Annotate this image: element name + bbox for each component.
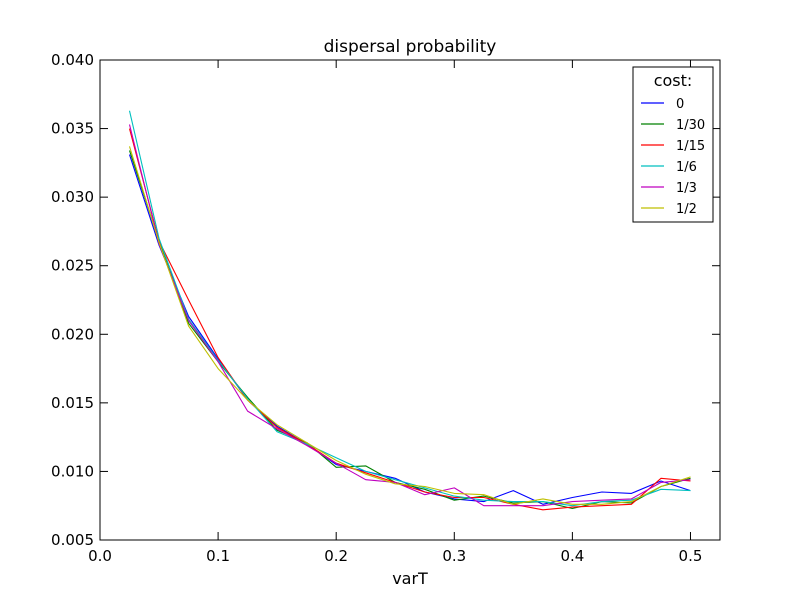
y-axis: 0.005 0.010 0.015 0.020 0.025 0.030 0.035 0.040: [51, 51, 720, 549]
y-tick-label: 0.005: [51, 531, 94, 549]
y-tick-label: 0.035: [51, 120, 94, 138]
y-tick-label: 0.030: [51, 188, 94, 206]
x-tick-label: 0.0: [88, 547, 112, 565]
legend-label: 0: [676, 97, 684, 112]
x-tick-label: 0.5: [679, 547, 703, 565]
x-tick-label: 0.1: [206, 547, 230, 565]
series-line: [128, 110, 691, 507]
lines-layer: [128, 110, 691, 511]
legend-label: 1/30: [676, 118, 705, 133]
legend-label: 1/2: [676, 202, 697, 217]
y-tick-label: 0.010: [51, 462, 94, 480]
x-tick-label: 0.3: [442, 547, 466, 565]
legend-label: 1/6: [676, 160, 697, 175]
legend-entries: 0 1/30 1/15 1/6 1/3 1/2: [641, 97, 705, 217]
y-tick-label: 0.020: [51, 325, 94, 343]
plot-frame: [99, 59, 721, 541]
legend-label: 1/15: [676, 139, 705, 154]
plot-area: [100, 60, 720, 540]
y-tick-label: 0.025: [51, 257, 94, 275]
legend-title: cost:: [654, 71, 693, 90]
series-line: [128, 146, 691, 505]
y-tick-label: 0.040: [51, 51, 94, 69]
y-tick-label: 0.015: [51, 394, 94, 412]
series-line: [128, 124, 691, 507]
series-line: [128, 128, 691, 511]
x-tick-label: 0.4: [560, 547, 584, 565]
x-tick-label: 0.2: [324, 547, 348, 565]
legend: cost: 0 1/30 1/15 1/6 1/3 1/2: [632, 66, 714, 223]
chart-title: dispersal probability: [324, 37, 497, 57]
legend-label: 1/3: [676, 181, 697, 196]
x-axis-label: varT: [392, 569, 428, 588]
x-axis: 0.0 0.1 0.2 0.3 0.4 0.5: [88, 60, 702, 565]
